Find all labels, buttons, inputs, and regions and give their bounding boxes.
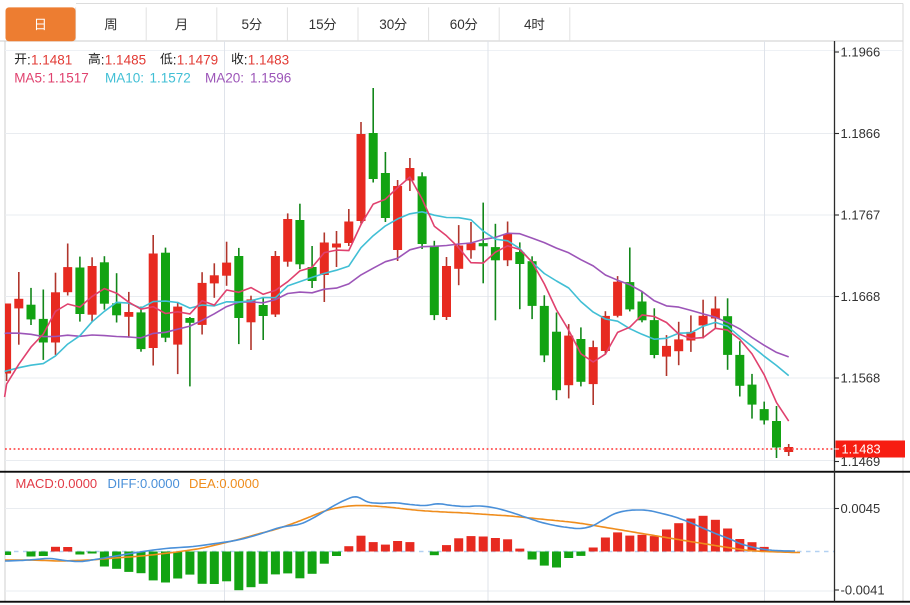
svg-text:MA10:: MA10: (105, 71, 144, 86)
svg-text::: : (173, 52, 177, 67)
svg-text:MA5:: MA5: (14, 71, 46, 86)
svg-text:1.1479: 1.1479 (177, 52, 218, 67)
svg-text:-0.0041: -0.0041 (841, 582, 885, 597)
svg-text:1.1483: 1.1483 (248, 52, 289, 67)
svg-text:15: 15 (309, 17, 324, 32)
svg-text:1.1481: 1.1481 (31, 52, 72, 67)
svg-text:4: 4 (524, 17, 532, 32)
svg-text:1.1517: 1.1517 (48, 71, 89, 86)
svg-text:1.1485: 1.1485 (105, 52, 146, 67)
svg-text:1.1966: 1.1966 (841, 44, 881, 59)
svg-text:MA20:: MA20: (205, 71, 244, 86)
svg-text::: : (101, 52, 105, 67)
svg-text:1.1767: 1.1767 (841, 207, 881, 222)
svg-text:1.1866: 1.1866 (841, 126, 881, 141)
svg-text:1.1596: 1.1596 (250, 71, 291, 86)
svg-text:30: 30 (379, 17, 394, 32)
svg-text:1.1572: 1.1572 (150, 71, 191, 86)
svg-text:1.1469: 1.1469 (841, 454, 881, 469)
svg-text:DEA:0.0000: DEA:0.0000 (189, 476, 259, 491)
svg-text:5: 5 (242, 17, 250, 32)
svg-text::: : (244, 52, 248, 67)
svg-text:1.1668: 1.1668 (841, 289, 881, 304)
svg-text:1.1483: 1.1483 (842, 442, 881, 457)
svg-text:1.1568: 1.1568 (841, 370, 881, 385)
svg-text:60: 60 (450, 17, 465, 32)
svg-text:MACD:0.0000: MACD:0.0000 (16, 476, 98, 491)
svg-text:0.0045: 0.0045 (841, 501, 881, 516)
svg-text:DIFF:0.0000: DIFF:0.0000 (108, 476, 180, 491)
svg-text::: : (27, 52, 31, 67)
